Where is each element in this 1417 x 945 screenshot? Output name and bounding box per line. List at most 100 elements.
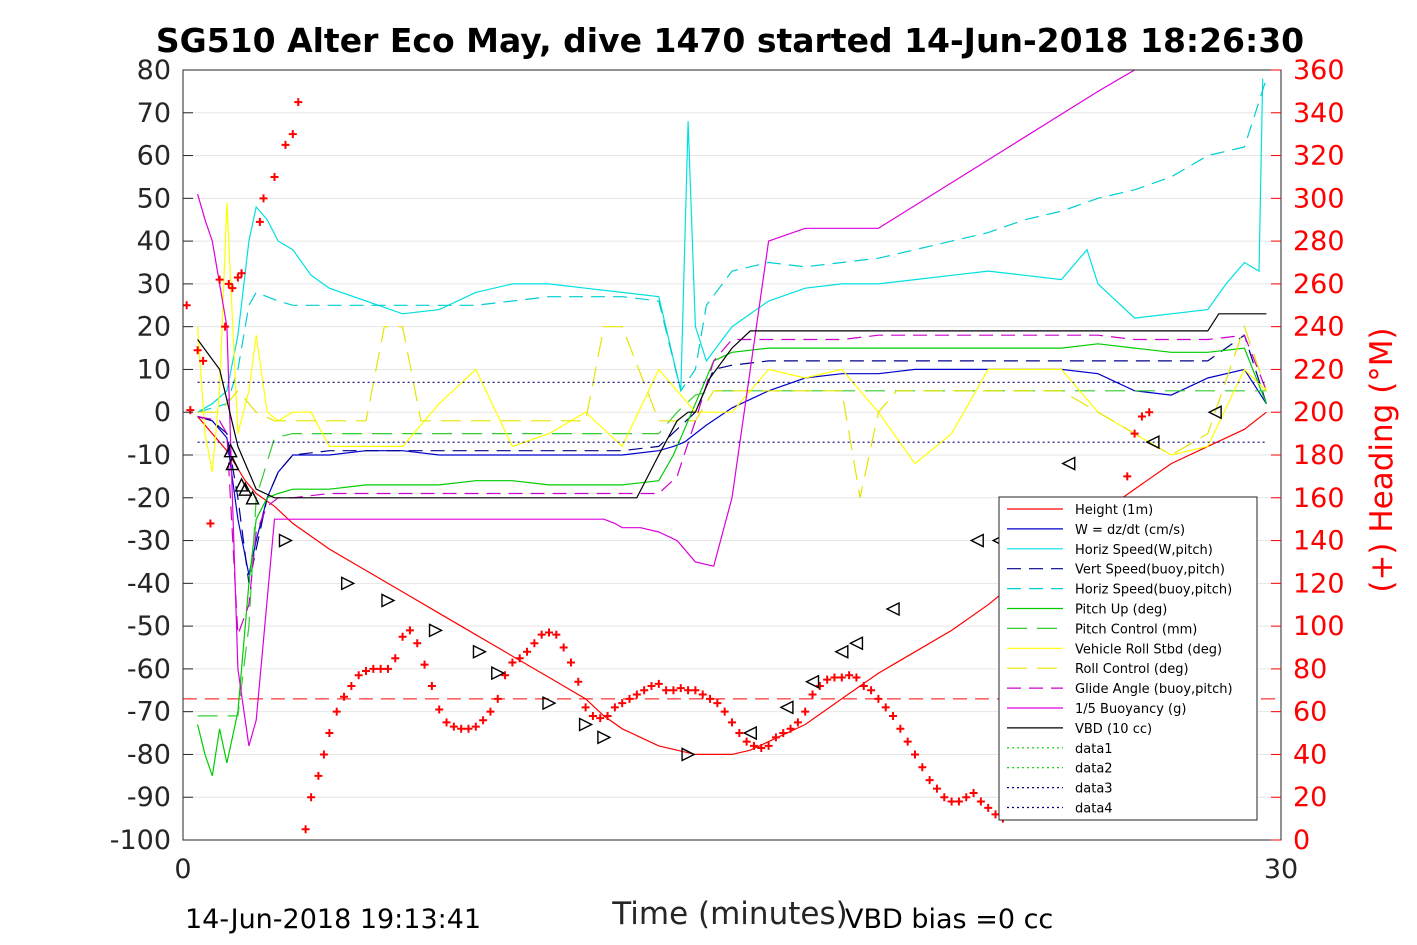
heading-point <box>801 707 810 716</box>
height-marker <box>885 601 900 617</box>
heading-point <box>1145 408 1154 417</box>
heading-point <box>706 694 715 703</box>
heading-point <box>354 671 363 680</box>
right-y-tick-label: 60 <box>1293 697 1327 728</box>
y-tick-label: -40 <box>127 568 171 599</box>
right-y-tick-label: 0 <box>1293 825 1310 856</box>
heading-point <box>340 692 349 701</box>
heading-point <box>596 714 605 723</box>
y-tick-label: 40 <box>137 226 171 257</box>
heading-point <box>940 793 949 802</box>
heading-point <box>969 788 978 797</box>
legend-label: VBD (10 cc) <box>1075 722 1152 737</box>
heading-point <box>830 673 839 682</box>
y-tick-label: 10 <box>137 354 171 385</box>
heading-point <box>771 733 780 742</box>
right-y-axis-label: (+) Heading (°M) <box>1364 327 1400 592</box>
heading-point <box>845 671 854 680</box>
heading-point <box>757 744 766 753</box>
heading-point <box>224 279 233 288</box>
heading-point <box>903 737 912 746</box>
heading-point <box>991 810 1000 819</box>
heading-point <box>398 632 407 641</box>
legend-label: W = dz/dt (cm/s) <box>1075 523 1185 538</box>
heading-point <box>405 626 414 635</box>
heading-point <box>270 172 279 181</box>
right-y-tick-label: 280 <box>1293 226 1345 257</box>
right-y-tick-label: 300 <box>1293 183 1345 214</box>
heading-point <box>559 643 568 652</box>
heading-point <box>911 750 919 759</box>
legend-label: Horiz Speed(W,pitch) <box>1075 543 1213 558</box>
heading-point <box>618 699 627 708</box>
heading-point <box>515 654 524 663</box>
height-marker <box>225 455 240 471</box>
heading-point <box>199 356 208 365</box>
height-marker <box>381 593 396 608</box>
height-marker <box>1207 405 1222 420</box>
heading-point <box>647 682 656 690</box>
x-ticks: 0 30 <box>174 830 1298 885</box>
footer-vbd-bias: VBD bias =0 cc <box>845 904 1053 935</box>
x-axis-label: Time (minutes) <box>611 896 847 932</box>
heading-point <box>193 346 202 355</box>
heading-point <box>314 771 323 780</box>
chart-title: SG510 Alter Eco May, dive 1470 started 1… <box>156 21 1304 60</box>
heading-point <box>859 682 868 690</box>
legend-label: 1/5 Buoyancy (g) <box>1075 702 1186 717</box>
heading-point <box>501 671 510 680</box>
height-marker <box>245 490 260 505</box>
heading-point <box>464 724 473 733</box>
heading-point <box>376 664 385 673</box>
right-y-tick-label: 200 <box>1293 397 1345 428</box>
heading-point <box>742 737 751 746</box>
heading-point <box>823 675 832 684</box>
heading-point <box>1130 429 1139 438</box>
y-tick-label: -100 <box>110 825 171 856</box>
heading-point <box>545 628 553 637</box>
y-tick-label: -80 <box>127 739 171 770</box>
heading-point <box>206 519 215 528</box>
heading-point <box>1137 412 1146 421</box>
height-marker <box>238 481 253 496</box>
heading-point <box>610 703 619 712</box>
heading-point <box>720 707 729 716</box>
heading-point <box>684 686 693 695</box>
legend-label: Pitch Control (mm) <box>1075 622 1197 637</box>
y-tick-label: -60 <box>127 654 171 685</box>
y-tick-label: 50 <box>137 183 171 214</box>
heading-point <box>669 686 678 695</box>
right-y-tick-label: 140 <box>1293 526 1345 557</box>
heading-point <box>779 729 788 738</box>
y-tick-label: -10 <box>127 440 171 471</box>
heading-point <box>808 690 817 699</box>
heading-point <box>640 686 649 695</box>
legend-label: Horiz Speed(buoy,pitch) <box>1075 583 1232 598</box>
y-tick-label: 80 <box>137 55 171 86</box>
heading-point <box>228 284 237 293</box>
right-y-tick-label: 340 <box>1293 98 1345 129</box>
heading-point <box>735 729 744 738</box>
heading-point <box>307 793 316 802</box>
series-line-buoyancy <box>197 70 1135 747</box>
heading-point <box>413 639 422 648</box>
height-marker <box>542 695 557 711</box>
height-marker <box>848 636 864 651</box>
heading-point <box>654 679 663 688</box>
heading-point <box>301 825 310 834</box>
legend-box <box>998 496 1258 821</box>
heading-point <box>552 630 561 639</box>
y-tick-label: -30 <box>127 526 171 557</box>
height-marker <box>1061 456 1076 471</box>
heading-point <box>662 686 671 695</box>
y-tick-label: -90 <box>127 782 171 813</box>
heading-point <box>881 703 890 712</box>
right-y-tick-label: 320 <box>1293 141 1345 172</box>
y-tick-label: -50 <box>127 611 171 642</box>
series-line-pitch_ctrl <box>197 390 1267 717</box>
height-marker <box>472 644 488 659</box>
heading-point <box>288 130 297 139</box>
heading-point <box>427 682 436 690</box>
heading-point <box>486 707 495 716</box>
